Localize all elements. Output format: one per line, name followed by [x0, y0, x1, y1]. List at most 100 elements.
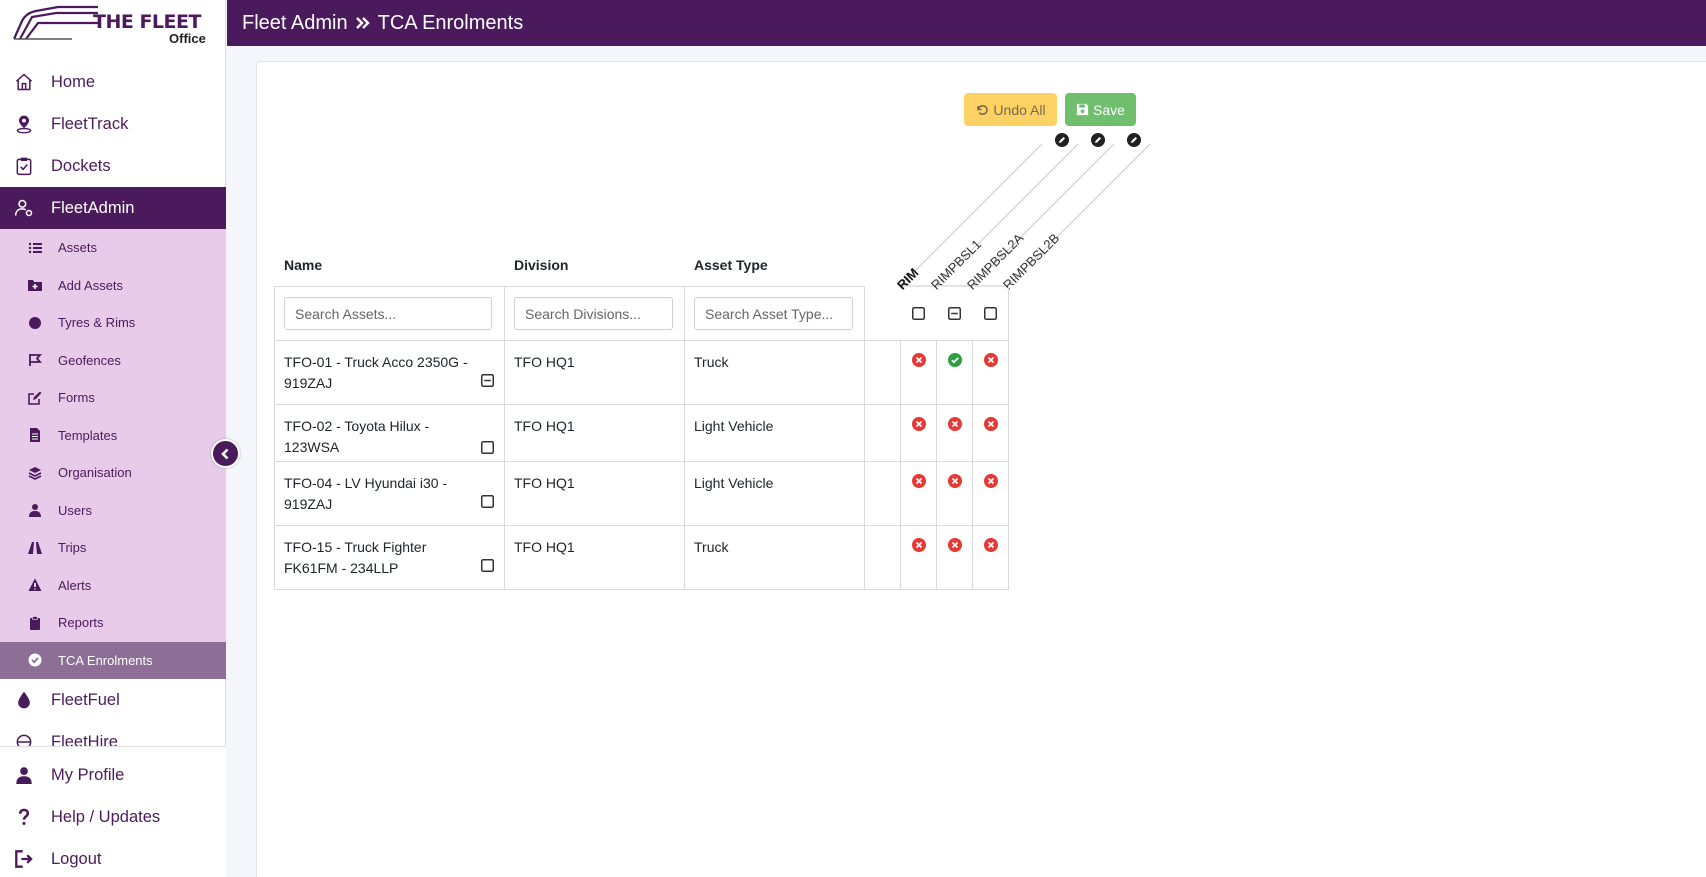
sidebar-item-organisation[interactable]: Organisation [0, 454, 226, 492]
sidebar-item-alerts[interactable]: Alerts [0, 567, 226, 605]
status-cell[interactable] [972, 461, 1009, 526]
status-cell[interactable] [936, 525, 973, 590]
search-asset-type-input[interactable] [694, 297, 853, 330]
user-gear-icon [13, 197, 35, 219]
sidebar-item-label: Add Assets [58, 277, 124, 293]
edit-column-rimpbsl1-icon[interactable] [1055, 133, 1069, 147]
sidebar-item-add-assets[interactable]: Add Assets [0, 267, 226, 305]
status-cell[interactable] [900, 404, 937, 462]
col-header-division[interactable]: Division [514, 257, 569, 273]
sidebar-item-my-profile[interactable]: My Profile [0, 754, 226, 796]
sidebar-item-forms[interactable]: Forms [0, 379, 226, 417]
asset-name: TFO-04 - LV Hyundai i30 - 919ZAJ [284, 475, 448, 512]
sidebar-item-assets[interactable]: Assets [0, 229, 226, 267]
sidebar-item-geofences[interactable]: Geofences [0, 342, 226, 380]
question-icon [13, 806, 35, 828]
edit-column-rimpbsl2a-icon[interactable] [1091, 133, 1105, 147]
x-circle-icon [983, 417, 998, 431]
save-icon [1076, 103, 1089, 116]
checkbox-unchecked-icon[interactable] [912, 306, 925, 320]
select-all-cell-2 [936, 286, 973, 341]
sidebar-bottom-nav: My Profile Help / Updates Logout [0, 746, 226, 877]
sidebar-item-label: Dockets [51, 156, 111, 175]
checkbox-partial-icon[interactable] [948, 306, 961, 320]
status-cell[interactable] [900, 461, 937, 526]
enrolments-table: TFO-01 - Truck Acco 2350G - 919ZAJ TFO H… [274, 286, 1009, 590]
division-cell: TFO HQ1 [504, 404, 685, 462]
sidebar-item-fleetadmin[interactable]: FleetAdmin [0, 187, 226, 229]
sidebar-item-fleetfuel[interactable]: FleetFuel [0, 679, 226, 721]
sidebar-item-templates[interactable]: Templates [0, 417, 226, 455]
status-cell[interactable] [900, 340, 937, 405]
sidebar-item-label: Users [58, 502, 92, 518]
save-button[interactable]: Save [1065, 93, 1136, 126]
x-circle-icon [947, 538, 962, 552]
asset-name: TFO-02 - Toyota Hilux - 123WSA [284, 418, 430, 455]
col-header-asset-type[interactable]: Asset Type [694, 257, 768, 273]
division-value: TFO HQ1 [514, 539, 575, 555]
filter-cell-type [684, 286, 865, 341]
status-cell[interactable] [972, 404, 1009, 462]
sidebar-item-home[interactable]: Home [0, 61, 226, 103]
status-cell[interactable] [972, 340, 1009, 405]
droplet-icon [13, 689, 35, 711]
col-header-name[interactable]: Name [284, 257, 323, 273]
sidebar-item-fleettrack[interactable]: FleetTrack [0, 103, 226, 145]
logo-subtext: Office [169, 31, 206, 46]
x-circle-icon [983, 538, 998, 552]
sidebar-item-users[interactable]: Users [0, 492, 226, 530]
sidebar-item-label: Alerts [58, 577, 92, 593]
chevron-left-icon [220, 448, 228, 459]
division-value: TFO HQ1 [514, 354, 575, 370]
undo-icon [977, 104, 989, 115]
layers-icon [28, 466, 42, 480]
sidebar-item-help-updates[interactable]: Help / Updates [0, 796, 226, 838]
sidebar-item-label: Help / Updates [51, 807, 161, 826]
road-icon [28, 541, 42, 555]
edit-icon [28, 391, 42, 405]
select-all-cell-1 [900, 286, 937, 341]
status-cell[interactable] [936, 404, 973, 462]
circle-icon [28, 316, 42, 330]
x-circle-icon [911, 353, 926, 367]
asset-name: TFO-01 - Truck Acco 2350G - 919ZAJ [284, 354, 468, 391]
undo-all-button[interactable]: Undo All [964, 93, 1057, 126]
sidebar-item-reports[interactable]: Reports [0, 604, 226, 642]
search-assets-input[interactable] [284, 297, 492, 330]
folder-plus-icon [28, 278, 42, 292]
logo[interactable]: THE FLEET Office [12, 3, 210, 46]
asset-type-value: Truck [694, 539, 729, 555]
logo-text: THE FLEET [93, 11, 201, 33]
breadcrumb-section[interactable]: Fleet Admin [242, 11, 348, 34]
sidebar-item-trips[interactable]: Trips [0, 529, 226, 567]
name-cell: TFO-02 - Toyota Hilux - 123WSA [274, 404, 505, 462]
checkbox-unchecked-icon[interactable] [983, 306, 997, 320]
checkbox-unchecked-icon[interactable] [481, 441, 494, 454]
home-icon [13, 71, 35, 93]
search-divisions-input[interactable] [514, 297, 673, 330]
asset-type-value: Light Vehicle [694, 418, 774, 434]
sidebar-collapse-button[interactable] [211, 439, 240, 468]
sidebar-item-label: TCA Enrolments [58, 652, 153, 668]
checkbox-unchecked-icon[interactable] [481, 559, 494, 572]
checkbox-unchecked-icon[interactable] [481, 495, 494, 508]
sidebar-item-label: Home [51, 72, 96, 91]
status-cell[interactable] [900, 525, 937, 590]
asset-type-value: Truck [694, 354, 729, 370]
status-cell[interactable] [936, 461, 973, 526]
sidebar-item-tca-enrolments[interactable]: TCA Enrolments [0, 641, 226, 679]
check-circle-icon [947, 353, 962, 367]
sidebar-item-logout[interactable]: Logout [0, 838, 226, 877]
status-cell[interactable] [972, 525, 1009, 590]
sidebar-item-label: Geofences [58, 352, 121, 368]
sidebar-item-dockets[interactable]: Dockets [0, 145, 226, 187]
sidebar-item-label: FleetTrack [51, 114, 129, 133]
edit-column-rimpbsl2b-icon[interactable] [1127, 133, 1141, 147]
sidebar-item-label: Forms [58, 390, 95, 406]
asset-type-value: Light Vehicle [694, 475, 774, 491]
checkbox-partial-icon[interactable] [481, 374, 494, 387]
filter-cell-name [274, 286, 505, 341]
status-cell[interactable] [936, 340, 973, 405]
filter-row [274, 286, 1009, 341]
sidebar-item-tyres-rims[interactable]: Tyres & Rims [0, 304, 226, 342]
